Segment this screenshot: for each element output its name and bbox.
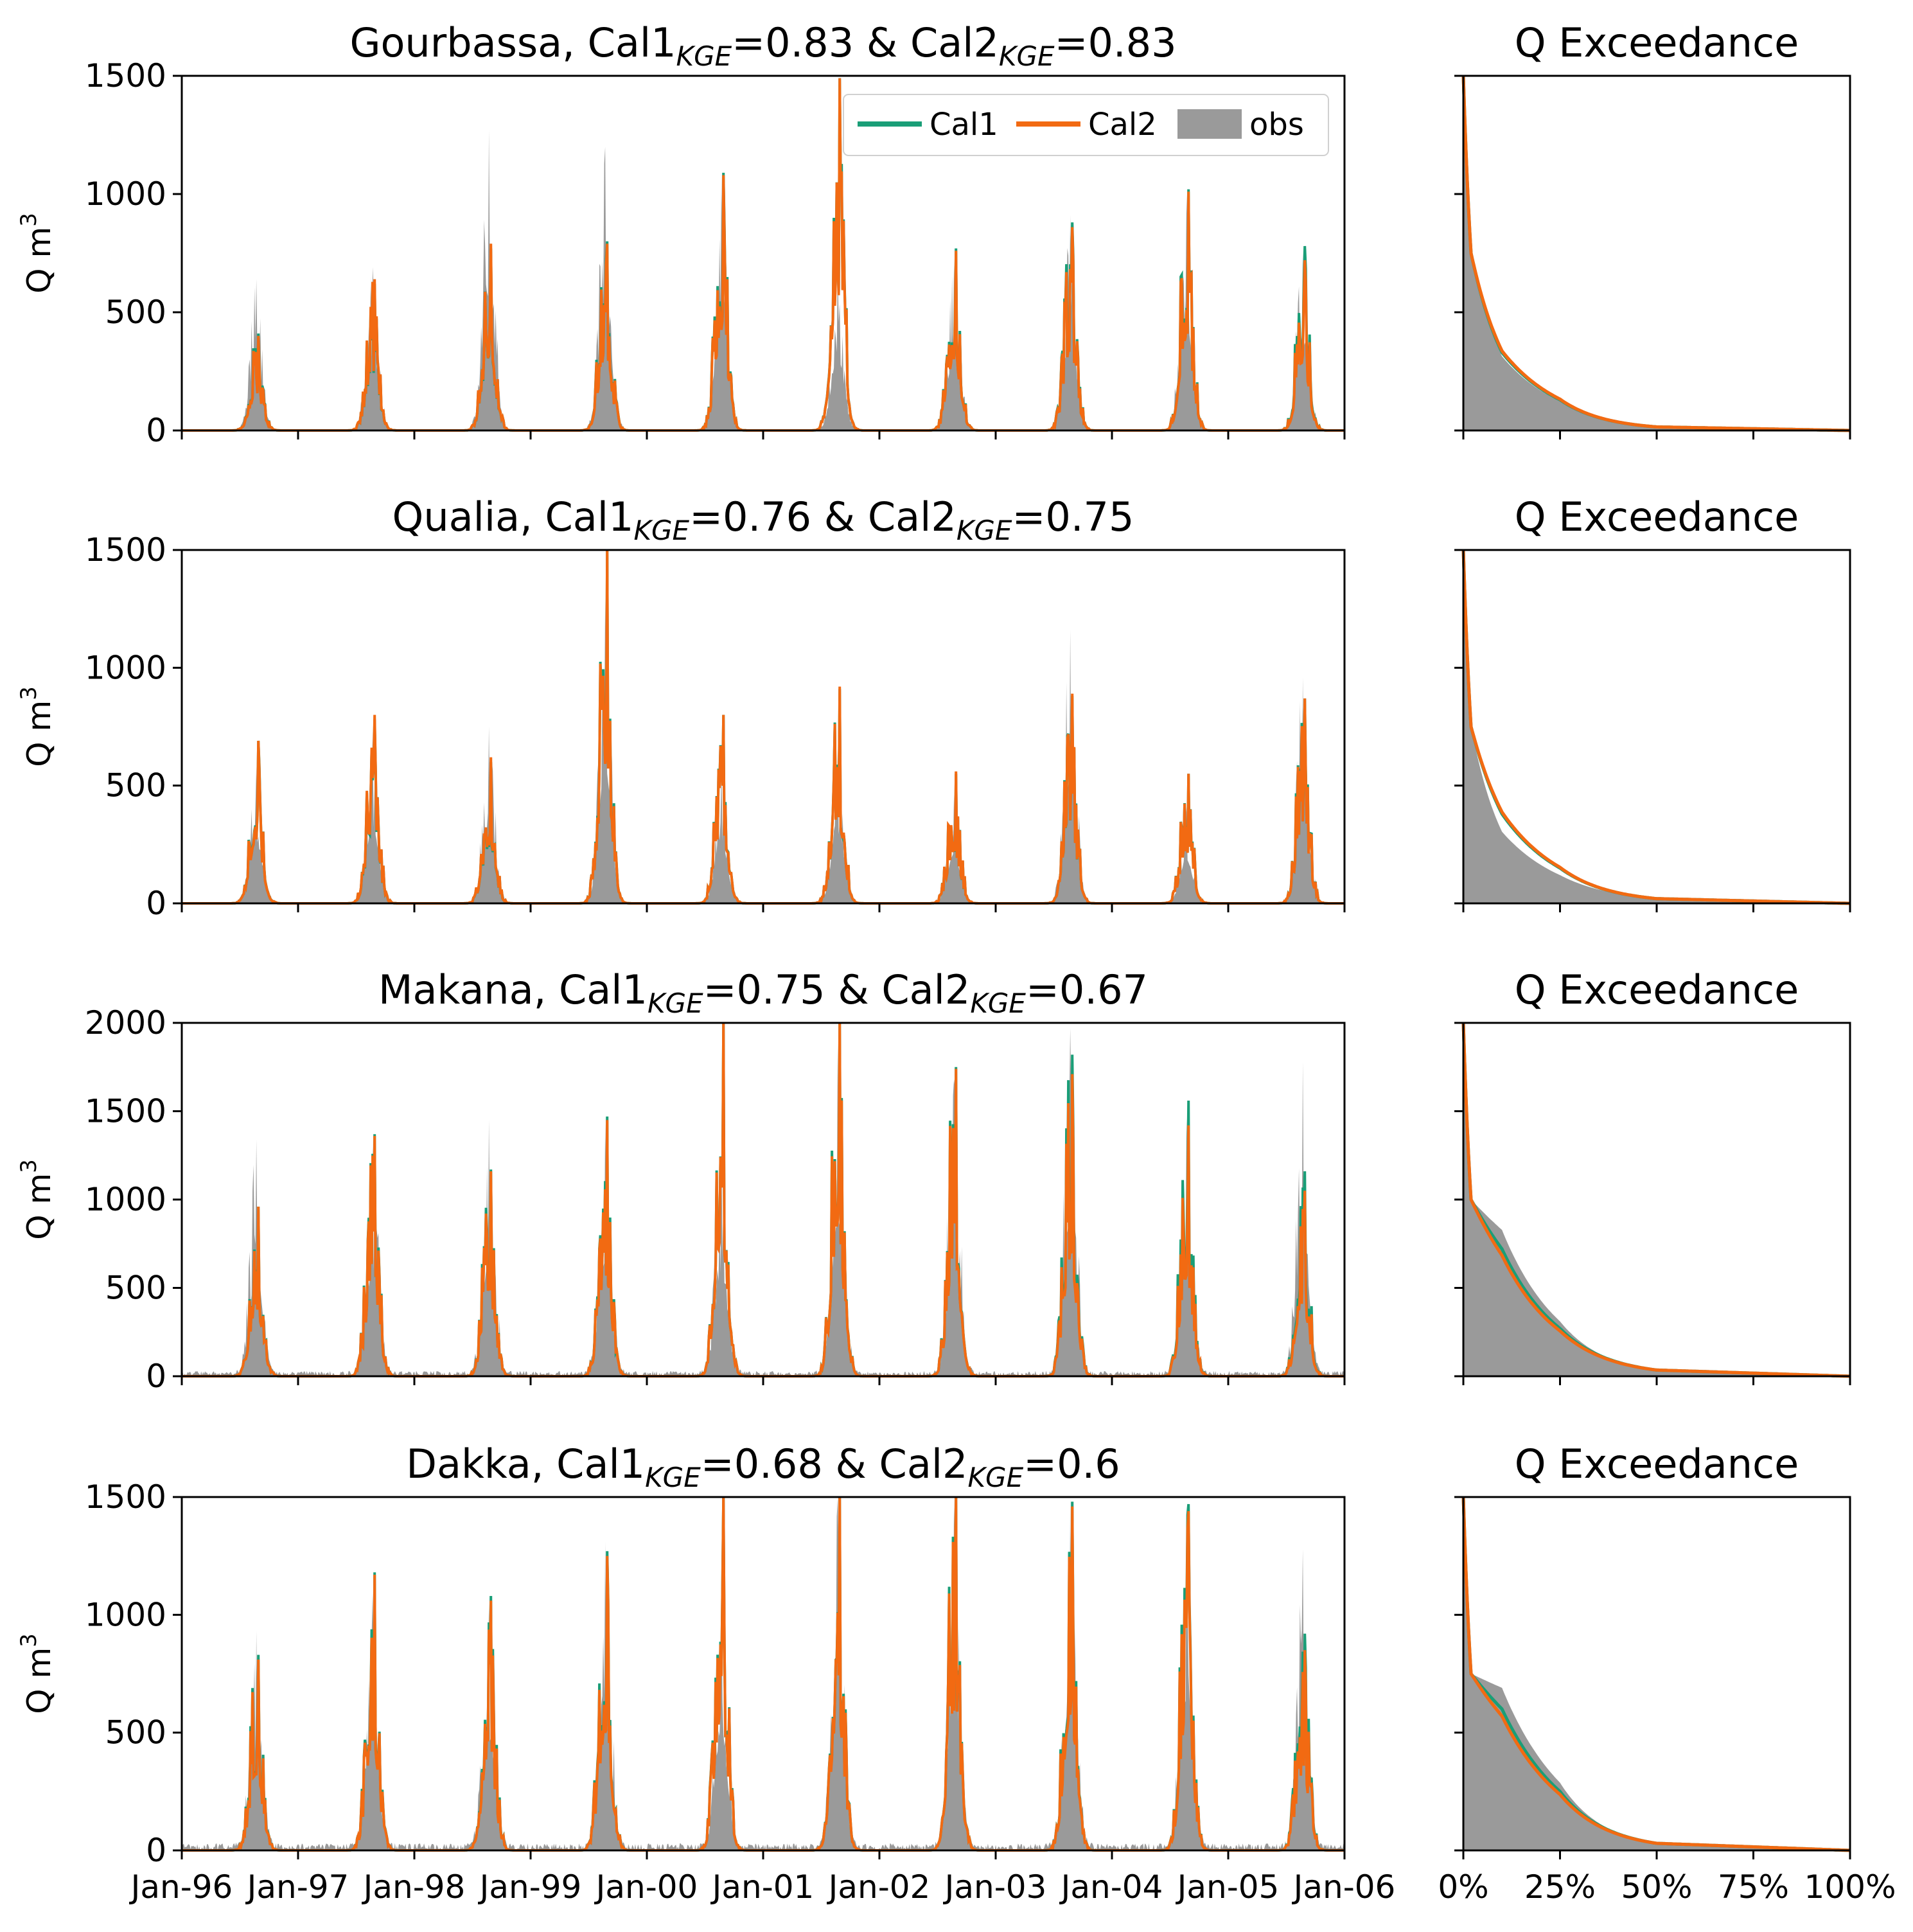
y-tick-label: 500 <box>105 294 166 331</box>
cal2-exceedance-line <box>1461 549 1850 905</box>
obs-exceedance-area <box>1463 1023 1850 1376</box>
y-axis-label: Q m3 <box>16 213 58 294</box>
y-tick-label: 1000 <box>85 1596 166 1633</box>
y-axis-label: Q m3 <box>16 1159 58 1240</box>
exceedance-x-tick-label: 75% <box>1718 1868 1789 1906</box>
cal1-line <box>182 1496 1344 1852</box>
y-tick-label: 500 <box>105 1714 166 1751</box>
cal2-exceedance-line <box>1461 1022 1851 1378</box>
y-tick-label: 1000 <box>85 649 166 686</box>
chart-panel-gourbassa: 0 500 1000 1500 Q m3 Gourbassa, Cal1KGE=0.83 … <box>16 19 1346 449</box>
x-tick-label: Jan-96 <box>129 1868 233 1906</box>
y-tick-label: 1000 <box>85 175 166 213</box>
chart-title: Dakka, Cal1KGE=0.68 & Cal2KGE=0.6 <box>406 1440 1120 1493</box>
exceedance-x-tick-label: 100% <box>1804 1868 1896 1906</box>
x-tick-label: Jan-03 <box>943 1868 1047 1906</box>
obs-area <box>182 130 1344 430</box>
obs-area <box>182 599 1344 903</box>
x-tick-label: Jan-06 <box>1292 1868 1396 1906</box>
x-tick-label: Jan-97 <box>245 1868 349 1906</box>
x-tick-label: Jan-99 <box>478 1868 582 1906</box>
cal2-line <box>182 1496 1344 1852</box>
cal2-exceedance-line <box>1461 1496 1851 1852</box>
obs-legend-label: obs <box>1249 107 1304 143</box>
plot-frame <box>181 1022 1346 1378</box>
exceedance-title: Q Exceedance <box>1515 493 1799 540</box>
x-tick-label: Jan-05 <box>1176 1868 1280 1906</box>
y-tick-label: 0 <box>146 1832 166 1869</box>
obs-exceedance-area <box>1463 76 1850 430</box>
exceedance-panel-qualia: Q Exceedance <box>1454 493 1851 912</box>
exceedance-x-tick-label: 50% <box>1621 1868 1692 1906</box>
x-tick-label: Jan-04 <box>1059 1868 1163 1906</box>
cal1-line <box>182 1022 1344 1378</box>
exceedance-panel-dakka: 0% 25% 50% 75% 100% Q Exceedance <box>1438 1440 1896 1906</box>
exceedance-frame <box>1462 549 1851 905</box>
y-axis-label: Q m3 <box>16 1633 58 1714</box>
cal1-exceedance-line <box>1461 549 1850 905</box>
obs-legend-swatch <box>1177 109 1242 139</box>
plot-frame <box>181 549 1346 905</box>
obs-exceedance-area <box>1463 550 1850 903</box>
chart-title: Qualia, Cal1KGE=0.76 & Cal2KGE=0.75 <box>392 493 1134 546</box>
exceedance-panel-gourbassa: Q Exceedance <box>1454 19 1851 439</box>
chart-title: Makana, Cal1KGE=0.75 & Cal2KGE=0.67 <box>378 966 1148 1019</box>
x-tick-label: Jan-98 <box>362 1868 466 1906</box>
y-axis-label: Q m3 <box>16 686 58 767</box>
x-tick-label: Jan-02 <box>827 1868 931 1906</box>
exceedance-title: Q Exceedance <box>1515 19 1799 66</box>
y-tick-label: 500 <box>105 767 166 804</box>
y-tick-label: 0 <box>146 412 166 449</box>
x-tick-label: Jan-00 <box>594 1868 698 1906</box>
exceedance-x-tick-label: 25% <box>1524 1868 1596 1906</box>
plot-frame <box>181 1496 1346 1852</box>
y-tick-label: 1500 <box>85 1478 166 1516</box>
x-tick-label: Jan-01 <box>710 1868 815 1906</box>
y-tick-label: 500 <box>105 1270 166 1307</box>
cal2-exceedance-line <box>1461 75 1850 432</box>
y-tick-label: 1500 <box>85 531 166 569</box>
exceedance-panel-makana: Q Exceedance <box>1454 966 1851 1385</box>
cal2-line <box>182 1022 1344 1378</box>
y-tick-label: 0 <box>146 885 166 922</box>
chart-panel-qualia: 0 500 1000 1500 Q m3 Qualia, Cal1KGE=0.76 & C… <box>16 493 1346 922</box>
y-tick-label: 0 <box>146 1358 166 1395</box>
cal2-legend-label: Cal2 <box>1088 107 1157 143</box>
chart-panel-dakka: 0 500 1000 1500 Jan-96 Jan-97 Jan-98 Jan-99 Jan-… <box>16 1440 1395 1906</box>
exceedance-title: Q Exceedance <box>1515 966 1799 1013</box>
obs-area <box>182 1497 1344 1850</box>
obs-area <box>182 1028 1344 1376</box>
exceedance-title: Q Exceedance <box>1515 1440 1799 1487</box>
chart-title: Gourbassa, Cal1KGE=0.83 & Cal2KGE=0.83 <box>349 19 1176 72</box>
exceedance-x-tick-label: 0% <box>1438 1868 1488 1906</box>
obs-exceedance-area <box>1463 1497 1850 1850</box>
y-tick-label: 1500 <box>85 1093 166 1130</box>
y-tick-label: 2000 <box>85 1004 166 1041</box>
y-tick-label: 1500 <box>85 57 166 94</box>
cal1-legend-label: Cal1 <box>930 107 998 143</box>
chart-panel-makana: 0 500 1000 1500 2000 Q m3 Makana, Cal1KGE=0.75… <box>16 966 1346 1395</box>
cal1-line <box>182 549 1344 905</box>
cal2-line <box>182 549 1344 905</box>
y-tick-label: 1000 <box>85 1181 166 1218</box>
legend: Cal1 Cal2 obs <box>843 94 1329 156</box>
